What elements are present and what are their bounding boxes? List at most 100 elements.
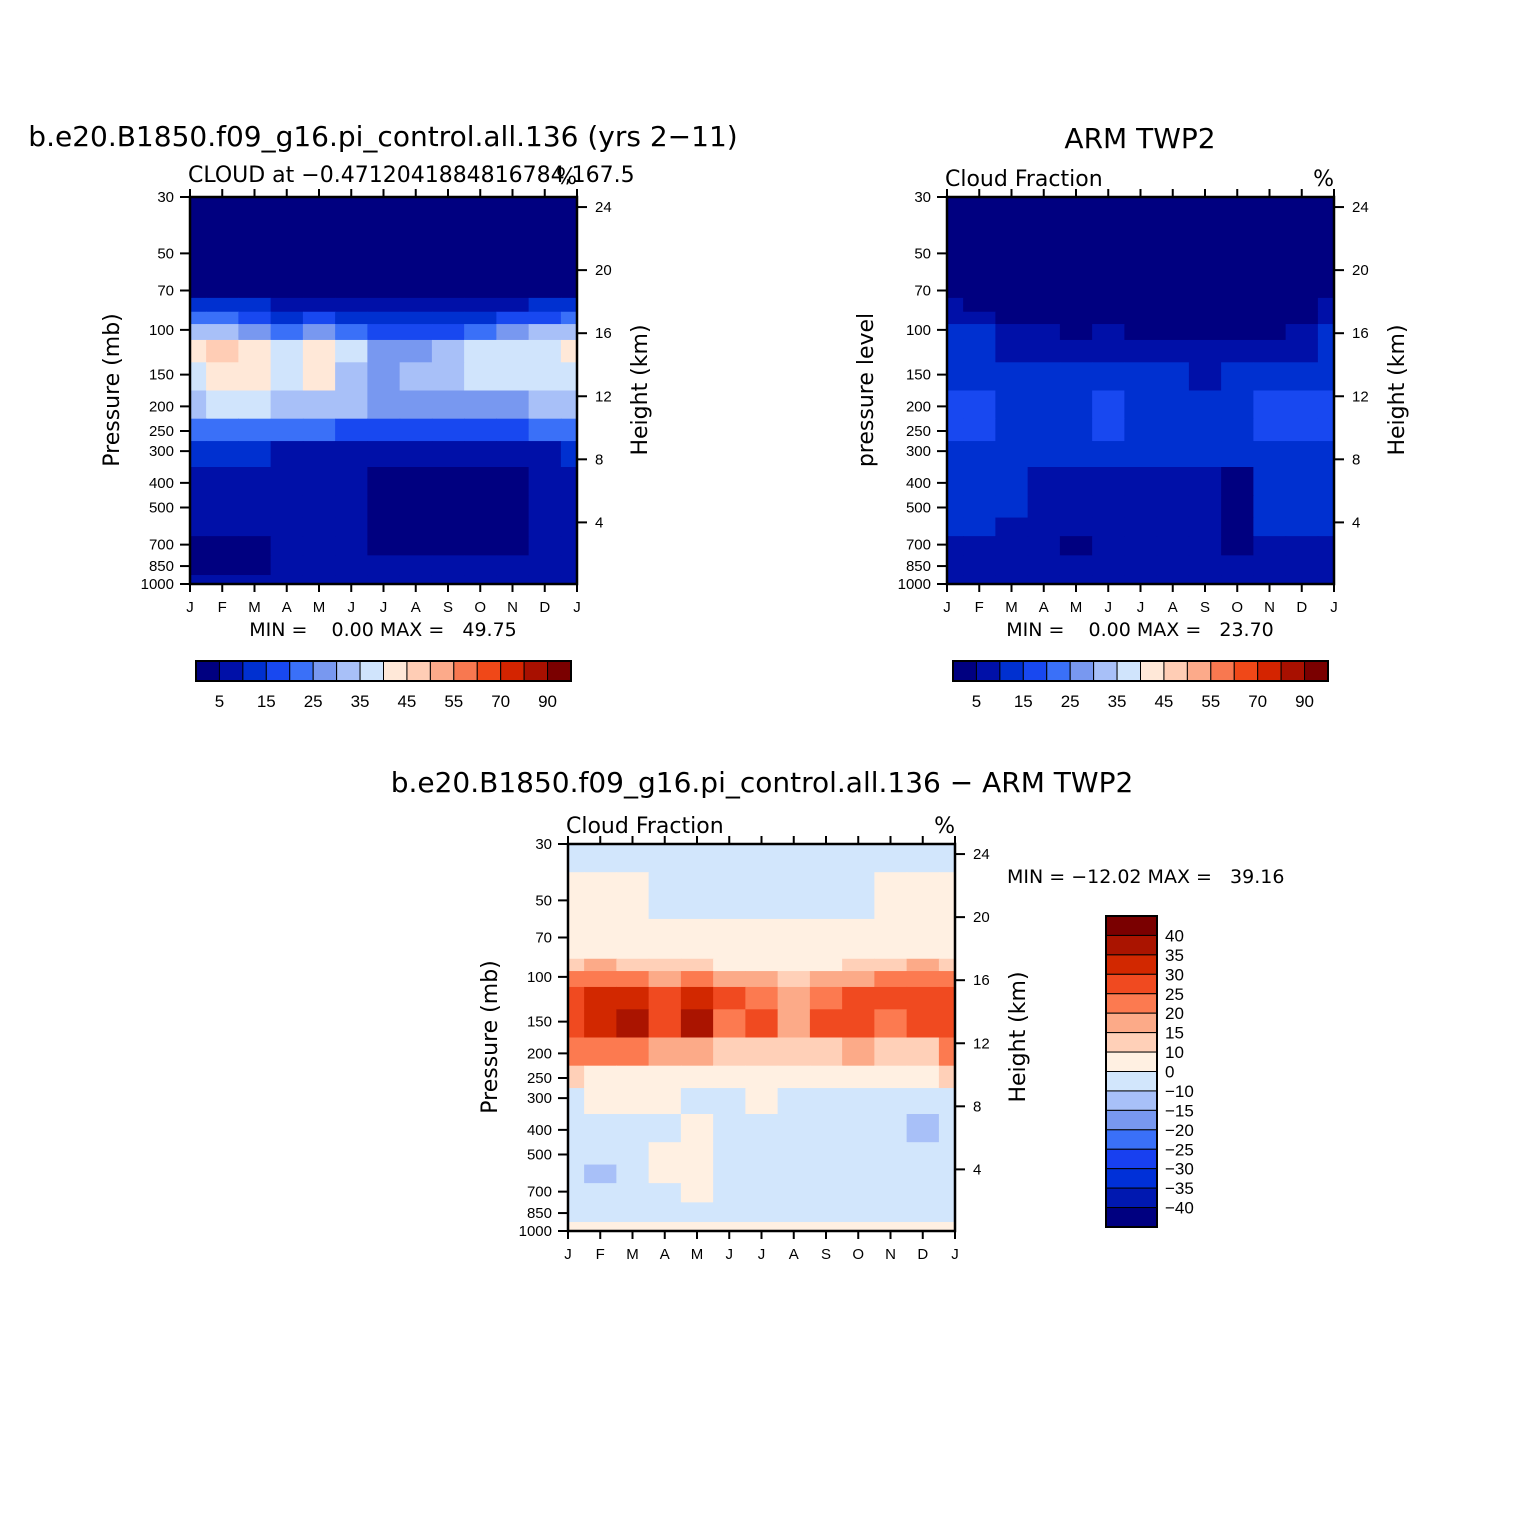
- panel-diff-ylabel: Pressure (mb): [478, 960, 503, 1114]
- panel-diff-subtitle: Cloud Fraction: [566, 814, 724, 839]
- model-cell: [464, 418, 497, 442]
- diff-cell: [938, 1065, 956, 1089]
- diff-cell: [713, 1222, 746, 1232]
- obs-cell: [995, 197, 1029, 226]
- diff-cell: [584, 971, 617, 988]
- obs-cell: [1285, 467, 1319, 496]
- diff-cell: [616, 872, 650, 920]
- diff-cell: [809, 1088, 843, 1115]
- obs-cell: [947, 575, 964, 585]
- diff-cell: [584, 1142, 617, 1166]
- model-cell: [464, 555, 497, 576]
- diff-cell: [568, 1222, 585, 1232]
- model-cell: [335, 225, 368, 273]
- obs-cell: [995, 324, 1029, 341]
- model-cell: [238, 441, 272, 468]
- diff-cell: [809, 1037, 843, 1067]
- obs-cell: [963, 339, 996, 363]
- obs-cell: [947, 362, 964, 392]
- model-cell: [431, 517, 465, 537]
- obs-cbar-swatch: [1233, 660, 1259, 682]
- diff-cell: [680, 944, 714, 960]
- diff-cell: [745, 971, 779, 988]
- model-cell: [238, 362, 272, 392]
- panel-diff-units: %: [934, 814, 955, 839]
- diff-cell: [938, 844, 956, 873]
- obs-cell: [1188, 390, 1222, 420]
- obs-cell: [1156, 324, 1190, 341]
- model-cell: [238, 390, 272, 420]
- obs-cell: [1285, 390, 1319, 420]
- colorbar-obs: 5 15 25 35 45 55 70 90: [952, 660, 1329, 711]
- diff-cell: [938, 1202, 956, 1223]
- diff-cell: [745, 1009, 779, 1039]
- obs-cell: [963, 536, 996, 556]
- obs-cell: [963, 441, 996, 468]
- obs-cbar-frame: [952, 660, 1329, 682]
- diff-cell: [938, 958, 956, 972]
- obs-xtick-label: J: [943, 599, 951, 616]
- model-cell: [399, 197, 433, 226]
- diff-cell: [584, 1088, 617, 1115]
- model-cell: [190, 575, 207, 585]
- model-cbar-swatch: [547, 660, 572, 682]
- diff-cell: [648, 1009, 682, 1039]
- obs-cell: [1027, 517, 1061, 537]
- diff-cbar-label: 0: [1165, 1063, 1174, 1082]
- model-cell: [190, 390, 207, 420]
- panel-obs: ARM TWP2 Cloud Fraction % J F M A M J J A S O N D J 3…: [854, 122, 1410, 711]
- diff-cell: [648, 1065, 682, 1089]
- obs-cell: [1317, 555, 1335, 576]
- model-cell: [335, 339, 368, 363]
- obs-ytick-right-label: 12: [1352, 388, 1369, 405]
- model-cell: [302, 339, 336, 363]
- obs-cell: [1092, 271, 1125, 299]
- model-cell: [335, 575, 368, 585]
- diff-cell: [777, 1142, 811, 1166]
- diff-xtick-label: A: [789, 1246, 799, 1263]
- diff-cell: [584, 1009, 617, 1039]
- obs-cbar-swatch: [1280, 660, 1306, 682]
- model-cbar-label: 45: [397, 692, 416, 711]
- obs-ytick-label: 1000: [898, 576, 931, 593]
- obs-cell: [1092, 555, 1125, 576]
- model-cell: [238, 555, 272, 576]
- model-cell: [270, 418, 304, 442]
- diff-cell: [680, 1037, 714, 1067]
- model-cell: [238, 339, 272, 363]
- model-xtick-label: F: [218, 599, 227, 616]
- panel-obs-units: %: [1313, 167, 1334, 192]
- obs-cell: [947, 467, 964, 496]
- diff-cell: [680, 986, 714, 1010]
- obs-cell: [1059, 362, 1093, 392]
- obs-cell: [1092, 441, 1125, 468]
- model-cell: [206, 324, 239, 341]
- model-cell: [367, 467, 401, 496]
- model-cell: [496, 390, 530, 420]
- diff-cell: [616, 944, 650, 960]
- diff-cell: [616, 1222, 650, 1232]
- panel-diff-ylabel-right: Height (km): [1006, 971, 1031, 1102]
- obs-cell: [1221, 339, 1254, 363]
- model-cell: [464, 324, 497, 341]
- plot-diff: J F M A M J J A S O N D J 30 50 70 100 150 200 250 300 400 500…: [519, 836, 990, 1263]
- obs-ytick-label: 500: [906, 500, 931, 517]
- diff-xtick-label: D: [917, 1246, 928, 1263]
- obs-cell: [1124, 311, 1158, 325]
- diff-cell: [568, 1065, 585, 1089]
- model-cell: [335, 197, 368, 226]
- diff-cell: [777, 1114, 811, 1143]
- panel-model-title: b.e20.B1850.f09_g16.pi_control.all.136 (…: [28, 120, 737, 153]
- obs-cbar-swatch: [1093, 660, 1118, 682]
- model-cell: [431, 555, 465, 576]
- diff-cell: [906, 1114, 940, 1143]
- model-cell: [367, 197, 401, 226]
- diff-cell: [777, 1065, 811, 1089]
- model-ytick-right-label: 4: [595, 514, 603, 531]
- obs-cell: [1253, 536, 1287, 556]
- obs-xtick-label: A: [1168, 599, 1178, 616]
- obs-cell: [1188, 339, 1222, 363]
- obs-cell: [1253, 390, 1287, 420]
- diff-cell: [584, 958, 617, 972]
- model-cell: [367, 339, 401, 363]
